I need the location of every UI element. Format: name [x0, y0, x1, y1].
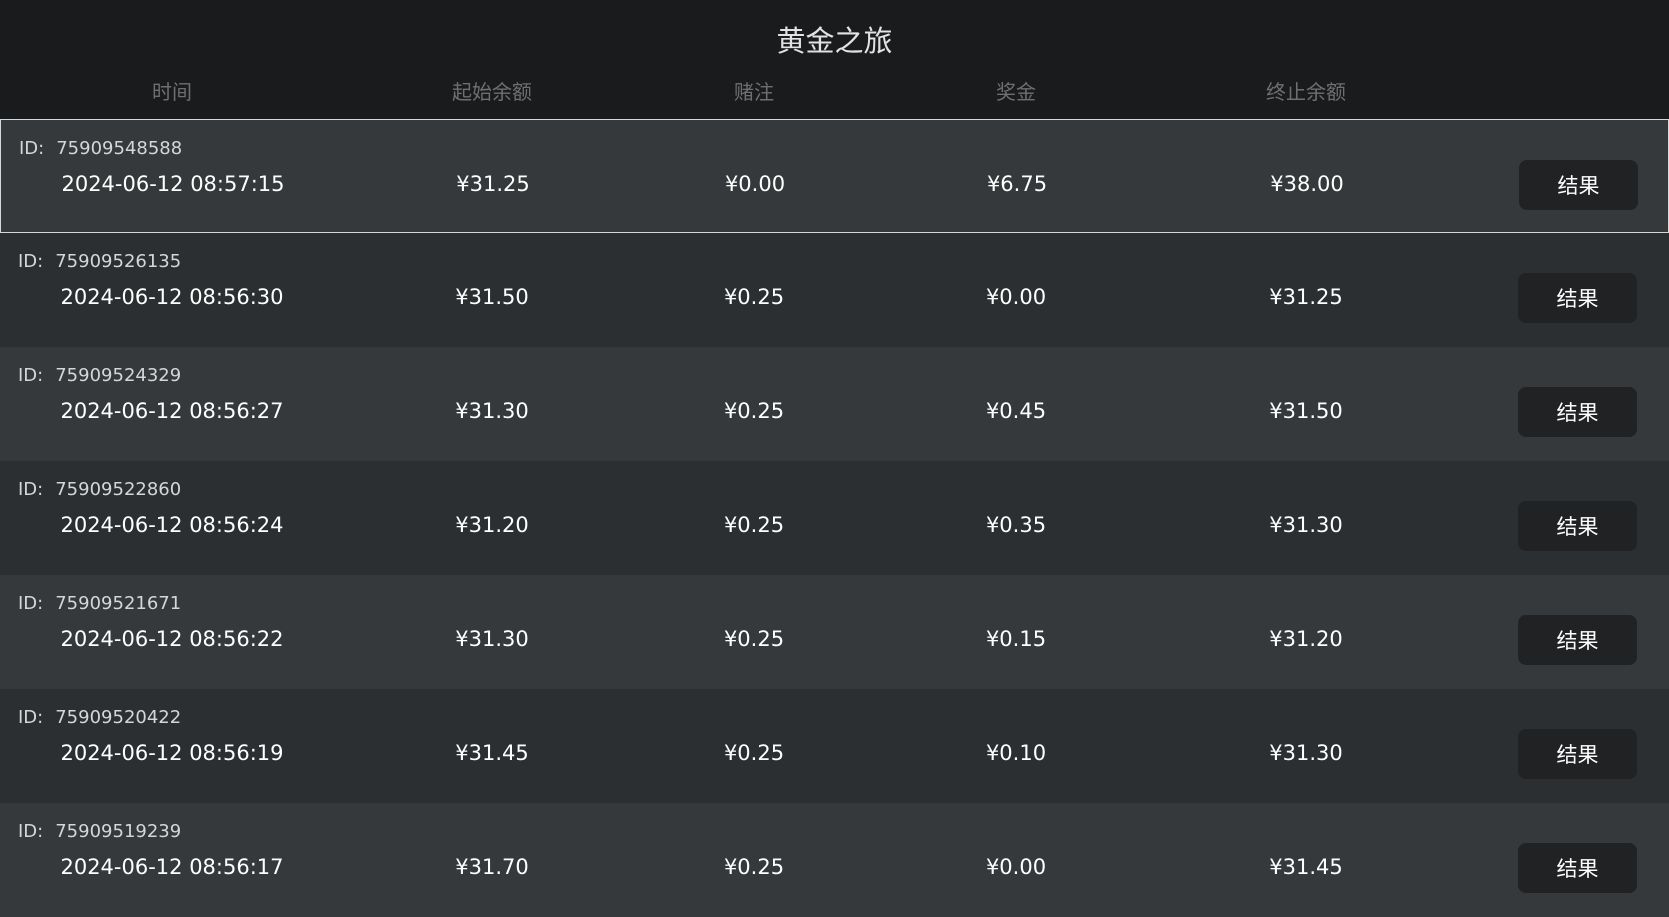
column-header-end-balance: 终止余额 — [1266, 80, 1346, 104]
bet-cell: ¥0.25 — [723, 513, 785, 537]
prize-cell: ¥6.75 — [986, 172, 1048, 196]
column-header-start-balance: 起始余额 — [452, 80, 532, 104]
start-balance-cell: ¥31.70 — [455, 855, 529, 879]
prize-cell: ¥0.35 — [985, 513, 1047, 537]
column-header-prize: 奖金 — [996, 80, 1036, 104]
time-cell: 2024-06-12 08:56:30 — [60, 285, 284, 309]
id-value: 75909521671 — [55, 593, 182, 614]
prize-cell: ¥0.45 — [985, 399, 1047, 423]
time-cell: 2024-06-12 08:57:15 — [61, 172, 285, 196]
id-value: 75909524329 — [55, 365, 182, 386]
end-balance-cell: ¥31.50 — [1269, 399, 1343, 423]
id-label: ID: — [18, 821, 44, 842]
id-value: 75909519239 — [55, 821, 182, 842]
history-list: ID: 75909548588 2024-06-12 08:57:15 ¥31.2… — [0, 119, 1669, 917]
column-header-bet: 赌注 — [734, 80, 774, 104]
column-headers: 时间 起始余额 赌注 奖金 终止余额 — [0, 76, 1669, 106]
round-id: ID: 75909519239 — [18, 821, 193, 842]
table-row[interactable]: ID: 75909526135 2024-06-12 08:56:30 ¥31.5… — [0, 233, 1669, 347]
bet-cell: ¥0.25 — [723, 399, 785, 423]
round-id: ID: 75909521671 — [18, 593, 193, 614]
id-label: ID: — [18, 707, 44, 728]
id-value: 75909548588 — [56, 138, 183, 159]
time-cell: 2024-06-12 08:56:27 — [60, 399, 284, 423]
bet-cell: ¥0.00 — [724, 172, 786, 196]
start-balance-cell: ¥31.30 — [455, 627, 529, 651]
end-balance-cell: ¥31.30 — [1269, 741, 1343, 765]
column-header-time: 时间 — [152, 80, 192, 104]
id-value: 75909520422 — [55, 707, 182, 728]
table-row[interactable]: ID: 75909521671 2024-06-12 08:56:22 ¥31.3… — [0, 575, 1669, 689]
table-row[interactable]: ID: 75909524329 2024-06-12 08:56:27 ¥31.3… — [0, 347, 1669, 461]
header: 黄金之旅 时间 起始余额 赌注 奖金 终止余额 — [0, 0, 1669, 119]
result-button[interactable]: 结果 — [1518, 501, 1637, 551]
result-button[interactable]: 结果 — [1519, 160, 1638, 210]
time-cell: 2024-06-12 08:56:22 — [60, 627, 284, 651]
bet-cell: ¥0.25 — [723, 627, 785, 651]
start-balance-cell: ¥31.30 — [455, 399, 529, 423]
end-balance-cell: ¥31.45 — [1269, 855, 1343, 879]
prize-cell: ¥0.00 — [985, 285, 1047, 309]
round-id: ID: 75909526135 — [18, 251, 193, 272]
table-row[interactable]: ID: 75909522860 2024-06-12 08:56:24 ¥31.2… — [0, 461, 1669, 575]
table-row[interactable]: ID: 75909520422 2024-06-12 08:56:19 ¥31.4… — [0, 689, 1669, 803]
result-button[interactable]: 结果 — [1518, 273, 1637, 323]
page-title: 黄金之旅 — [776, 24, 893, 58]
prize-cell: ¥0.00 — [985, 855, 1047, 879]
round-id: ID: 75909548588 — [19, 138, 194, 159]
result-button[interactable]: 结果 — [1518, 387, 1637, 437]
start-balance-cell: ¥31.20 — [455, 513, 529, 537]
id-label: ID: — [18, 251, 44, 272]
end-balance-cell: ¥31.25 — [1269, 285, 1343, 309]
prize-cell: ¥0.10 — [985, 741, 1047, 765]
round-id: ID: 75909524329 — [18, 365, 193, 386]
round-id: ID: 75909522860 — [18, 479, 193, 500]
id-value: 75909522860 — [55, 479, 182, 500]
bet-cell: ¥0.25 — [723, 741, 785, 765]
time-cell: 2024-06-12 08:56:24 — [60, 513, 284, 537]
bet-cell: ¥0.25 — [723, 855, 785, 879]
end-balance-cell: ¥38.00 — [1270, 172, 1344, 196]
start-balance-cell: ¥31.25 — [456, 172, 530, 196]
start-balance-cell: ¥31.45 — [455, 741, 529, 765]
id-label: ID: — [18, 365, 44, 386]
time-cell: 2024-06-12 08:56:17 — [60, 855, 284, 879]
end-balance-cell: ¥31.30 — [1269, 513, 1343, 537]
id-label: ID: — [18, 479, 44, 500]
id-value: 75909526135 — [55, 251, 182, 272]
result-button[interactable]: 结果 — [1518, 729, 1637, 779]
end-balance-cell: ¥31.20 — [1269, 627, 1343, 651]
result-button[interactable]: 结果 — [1518, 615, 1637, 665]
prize-cell: ¥0.15 — [985, 627, 1047, 651]
bet-cell: ¥0.25 — [723, 285, 785, 309]
table-row[interactable]: ID: 75909548588 2024-06-12 08:57:15 ¥31.2… — [0, 119, 1669, 233]
start-balance-cell: ¥31.50 — [455, 285, 529, 309]
id-label: ID: — [18, 593, 44, 614]
result-button[interactable]: 结果 — [1518, 843, 1637, 893]
round-id: ID: 75909520422 — [18, 707, 193, 728]
table-row[interactable]: ID: 75909519239 2024-06-12 08:56:17 ¥31.7… — [0, 803, 1669, 917]
id-label: ID: — [19, 138, 45, 159]
time-cell: 2024-06-12 08:56:19 — [60, 741, 284, 765]
